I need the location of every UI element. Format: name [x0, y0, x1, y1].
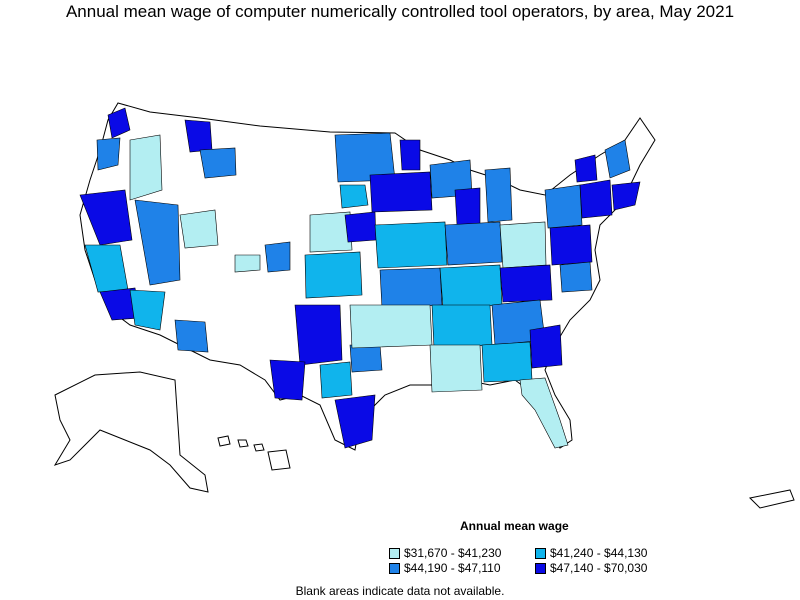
legend-label-2: $41,240 - $44,130: [550, 546, 648, 560]
legend-swatch-4: [535, 562, 546, 574]
legend-label-3: $44,190 - $47,110: [404, 561, 501, 575]
legend-item-2: $41,240 - $44,130: [535, 546, 647, 560]
hawaii-outline: [217, 435, 291, 471]
legend-item-4: $47,140 - $70,030: [535, 561, 647, 575]
alaska-outline: [53, 371, 209, 493]
legend-label-1: $31,670 - $41,230: [404, 546, 502, 560]
shaded-areas: [79, 107, 641, 449]
legend-title: Annual mean wage: [460, 519, 569, 533]
legend-swatch-3: [389, 562, 400, 574]
puerto-rico-outline: [748, 489, 795, 509]
data-availability-note: Blank areas indicate data not available.: [295, 584, 505, 598]
legend-item-1: $31,670 - $41,230: [389, 546, 501, 560]
legend-label-4: $47,140 - $70,030: [550, 561, 648, 575]
legend-swatch-2: [535, 547, 546, 559]
legend-item-3: $44,190 - $47,110: [389, 561, 501, 575]
legend-swatch-1: [389, 547, 400, 559]
map-title: Annual mean wage of computer numerically…: [65, 2, 735, 21]
